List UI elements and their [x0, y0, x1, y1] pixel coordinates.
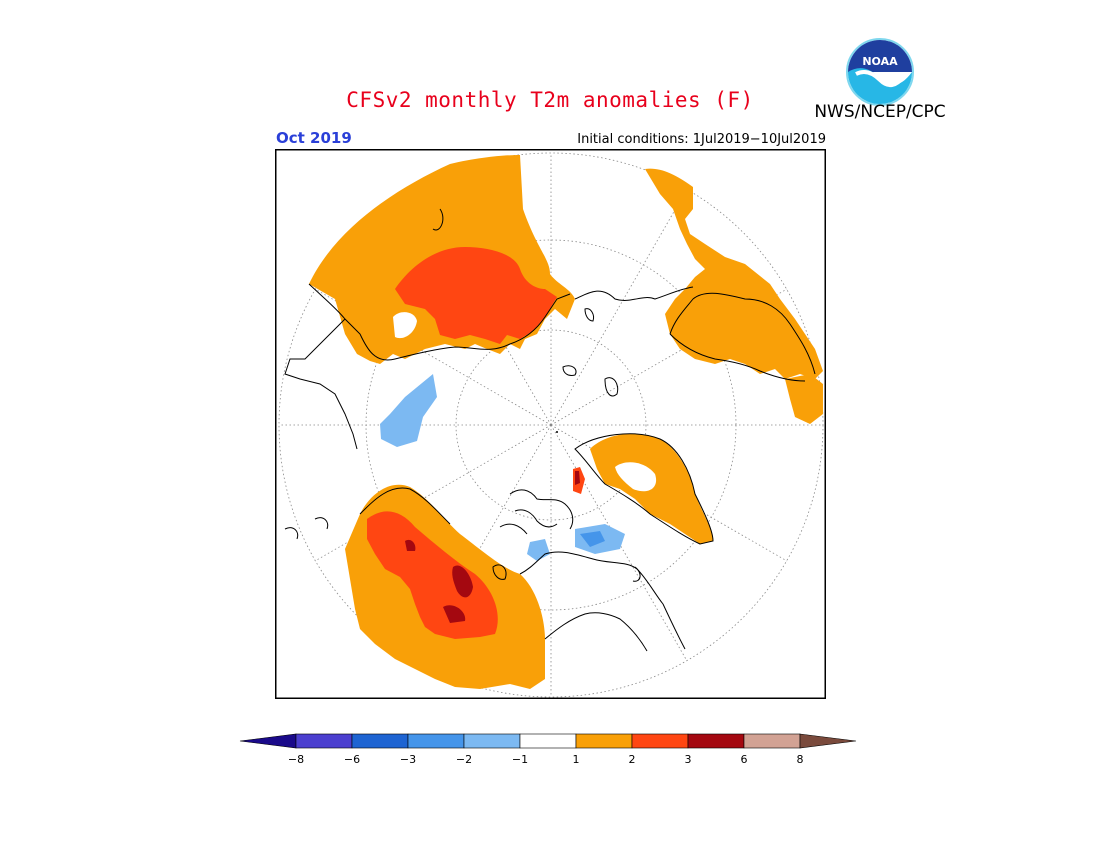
colorbar-arrow-low: [239, 733, 297, 749]
colorbar-swatch: [575, 733, 633, 749]
colorbar-arrow-high: [799, 733, 857, 749]
colorbar-swatch: [687, 733, 745, 749]
colorbar-swatch: [519, 733, 577, 749]
colorbar-tick-label: 8: [797, 753, 804, 766]
colorbar-tick-label: 1: [573, 753, 580, 766]
anomaly-region-europe-warm1: [645, 168, 823, 379]
anomaly-region-siberia-hole: [393, 312, 417, 339]
anomaly-region-east-siberia-cool: [380, 374, 437, 447]
colorbar-tick-label: −6: [344, 753, 360, 766]
colorbar-tick-label: 6: [741, 753, 748, 766]
anomaly-region-canada-cool2: [580, 531, 605, 547]
latitude-circle-75: [455, 329, 647, 521]
anomaly-region-greenland-dark: [575, 471, 580, 485]
colorbar-swatch: [631, 733, 689, 749]
colorbar: −8 −6 −3 −2 −1 1 2 3 6 8: [239, 733, 857, 766]
chart-title: CFSv2 monthly T2m anomalies (F): [346, 88, 754, 112]
colorbar-tick-label: −8: [288, 753, 304, 766]
anomaly-region-alaska-warm2: [367, 511, 498, 639]
anomaly-region-alaska-warm3-b: [443, 605, 466, 623]
north-pole-marker: [556, 431, 558, 433]
anomaly-region-scandinavia-warm1: [785, 374, 823, 424]
colorbar-swatch: [407, 733, 465, 749]
colorbar-labels: −8 −6 −3 −2 −1 1 2 3 6 8: [288, 753, 804, 766]
initial-conditions: Initial conditions: 1Jul2019−10Jul2019: [577, 132, 826, 147]
polar-map: [275, 149, 826, 699]
colorbar-tick-label: −3: [400, 753, 416, 766]
anomaly-region-alaska-warm3-c: [405, 539, 416, 551]
anomaly-region-alaska-warm3-a: [452, 565, 473, 598]
colorbar-tick-label: 2: [629, 753, 636, 766]
colorbar-swatch: [743, 733, 801, 749]
colorbar-tick-label: −2: [456, 753, 472, 766]
anomaly-region-canada-cool3: [527, 539, 550, 561]
noaa-logo: NOAA: [846, 38, 914, 106]
colorbar-swatch: [295, 733, 353, 749]
colorbar-tick-label: 3: [685, 753, 692, 766]
logo-text: NOAA: [862, 55, 898, 68]
colorbar-swatches: [239, 733, 857, 749]
colorbar-swatch: [351, 733, 409, 749]
colorbar-swatch: [463, 733, 521, 749]
map-boundary-circle: [278, 152, 824, 698]
colorbar-tick-label: −1: [512, 753, 528, 766]
agency-label: NWS/NCEP/CPC: [814, 102, 946, 122]
anomaly-region-siberia-warm2: [395, 247, 557, 344]
anomaly-region-greenland-hole: [615, 462, 657, 492]
forecast-month: Oct 2019: [276, 129, 352, 147]
coastlines: [284, 208, 816, 652]
